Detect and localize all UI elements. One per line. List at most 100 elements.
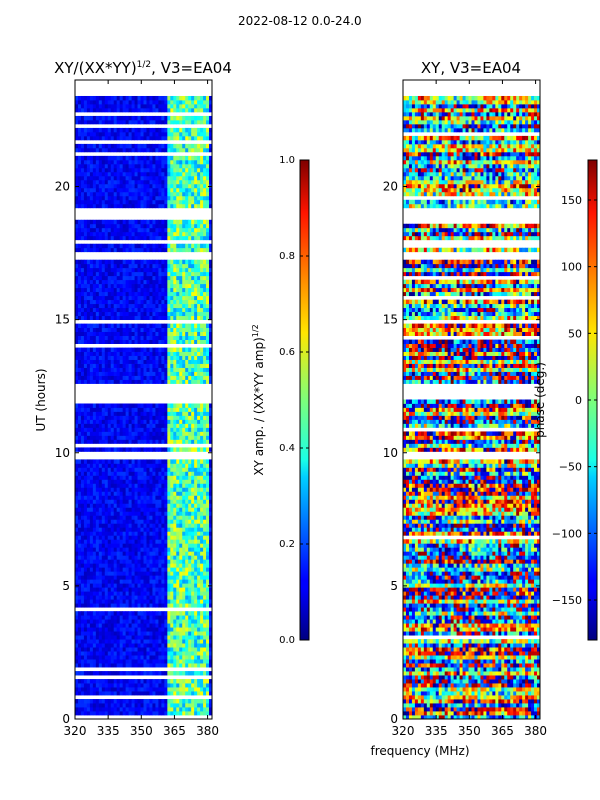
amp-heatmap-cell: [75, 247, 79, 253]
amp-heatmap-cell: [149, 671, 153, 676]
amp-heatmap-cell: [179, 271, 183, 277]
amp-heatmap-cell: [80, 271, 85, 277]
amp-heatmap-cell: [95, 415, 100, 420]
amp-heatmap-cell: [191, 279, 195, 285]
amp-heatmap-cell: [143, 335, 147, 340]
amp-heatmap-cell: [137, 703, 141, 708]
amp-heatmap-cell: [107, 711, 112, 716]
amp-heatmap-cell: [104, 611, 109, 616]
amp-heatmap-cell: [116, 603, 121, 608]
amp-heatmap-cell: [131, 631, 135, 636]
amp-heatmap-cell: [209, 379, 212, 384]
amp-heatmap-cell: [206, 495, 210, 500]
amp-heatmap-cell: [149, 523, 153, 528]
amp-heatmap-cell: [155, 683, 159, 688]
amp-heatmap-cell: [80, 307, 85, 313]
amp-heatmap-cell: [185, 283, 189, 289]
amp-heatmap-cell: [101, 707, 106, 712]
amp-heatmap-cell: [191, 551, 195, 556]
amp-heatmap-cell: [164, 495, 168, 500]
amp-heatmap-cell: [191, 555, 195, 560]
amp-heatmap-cell: [164, 295, 168, 301]
amp-heatmap-cell: [188, 579, 192, 584]
amp-heatmap-cell: [170, 355, 174, 360]
amp-heatmap-cell: [149, 367, 153, 372]
amp-heatmap-cell: [152, 575, 156, 580]
amp-heatmap-cell: [200, 275, 204, 281]
amp-heatmap-cell: [86, 447, 91, 452]
amp-heatmap-cell: [185, 707, 189, 712]
amp-heatmap-cell: [158, 367, 162, 372]
amp-heatmap-cell: [176, 359, 180, 364]
amp-heatmap-cell: [176, 467, 180, 472]
amp-heatmap-cell: [86, 623, 91, 628]
amp-heatmap-cell: [149, 623, 153, 628]
amp-heatmap-cell: [188, 315, 192, 321]
amp-heatmap-cell: [98, 247, 103, 253]
amp-heatmap-cell: [197, 415, 201, 420]
amp-heatmap-cell: [83, 299, 88, 305]
amp-heatmap-cell: [152, 495, 156, 500]
amp-heatmap-cell: [149, 591, 153, 596]
amp-heatmap-cell: [137, 563, 141, 568]
amp-heatmap-cell: [116, 331, 121, 336]
amp-heatmap-cell: [197, 703, 201, 708]
amp-heatmap-cell: [182, 575, 186, 580]
amp-heatmap-cell: [179, 635, 183, 640]
amp-heatmap-cell: [110, 415, 115, 420]
amp-heatmap-cell: [176, 591, 180, 596]
amp-heatmap-cell: [134, 691, 138, 696]
amp-heatmap-cell: [194, 367, 198, 372]
amp-heatmap-cell: [176, 243, 180, 249]
amp-heatmap-cell: [179, 619, 183, 624]
amp-heatmap-cell: [89, 423, 94, 428]
amp-heatmap-cell: [75, 295, 79, 301]
amp-heatmap-cell: [113, 351, 118, 356]
amp-heatmap-cell: [191, 203, 195, 209]
amp-heatmap-cell: [155, 623, 159, 628]
amp-heatmap-cell: [152, 583, 156, 588]
amp-heatmap-cell: [104, 295, 109, 301]
amp-heatmap-cell: [155, 551, 159, 556]
amp-heatmap-cell: [119, 531, 124, 536]
amp-heatmap-cell: [200, 423, 204, 428]
amp-heatmap-cell: [191, 631, 195, 636]
amp-heatmap-cell: [116, 679, 121, 684]
amp-heatmap-cell: [164, 203, 168, 209]
amp-heatmap-cell: [167, 535, 171, 540]
amp-heatmap-cell: [110, 219, 115, 225]
amp-heatmap-cell: [119, 691, 124, 696]
amp-heatmap-cell: [185, 507, 189, 512]
amp-heatmap-cell: [194, 467, 198, 472]
amp-heatmap-cell: [161, 423, 165, 428]
amp-heatmap-cell: [137, 575, 141, 580]
amp-heatmap-cell: [200, 611, 204, 616]
amp-heatmap-cell: [101, 435, 106, 440]
amp-heatmap-cell: [83, 379, 88, 384]
amp-heatmap-cell: [158, 311, 162, 317]
amp-heatmap-cell: [170, 223, 174, 229]
amp-heatmap-cell: [137, 699, 141, 704]
amp-heatmap-cell: [206, 463, 210, 468]
amp-heatmap-cell: [143, 379, 147, 384]
amp-heatmap-cell: [188, 595, 192, 600]
amp-heatmap-cell: [200, 571, 204, 576]
amp-heatmap-cell: [137, 687, 141, 692]
amp-heatmap-cell: [149, 371, 153, 376]
amp-heatmap-cell: [110, 655, 115, 660]
amp-heatmap-cell: [206, 303, 210, 309]
amp-heatmap-cell: [167, 363, 171, 368]
amp-heatmap-cell: [209, 567, 212, 572]
amp-heatmap-cell: [110, 519, 115, 524]
amp-heatmap-cell: [110, 567, 115, 572]
amp-heatmap-cell: [167, 623, 171, 628]
amp-heatmap-cell: [80, 659, 85, 664]
amp-heatmap-cell: [143, 635, 147, 640]
amp-heatmap-cell: [158, 479, 162, 484]
amp-heatmap-cell: [164, 231, 168, 237]
amp-heatmap-cell: [209, 363, 212, 368]
amp-heatmap-cell: [134, 575, 138, 580]
amp-heatmap-cell: [110, 243, 115, 249]
amp-heatmap-cell: [149, 539, 153, 544]
amp-heatmap-cell: [89, 531, 94, 536]
